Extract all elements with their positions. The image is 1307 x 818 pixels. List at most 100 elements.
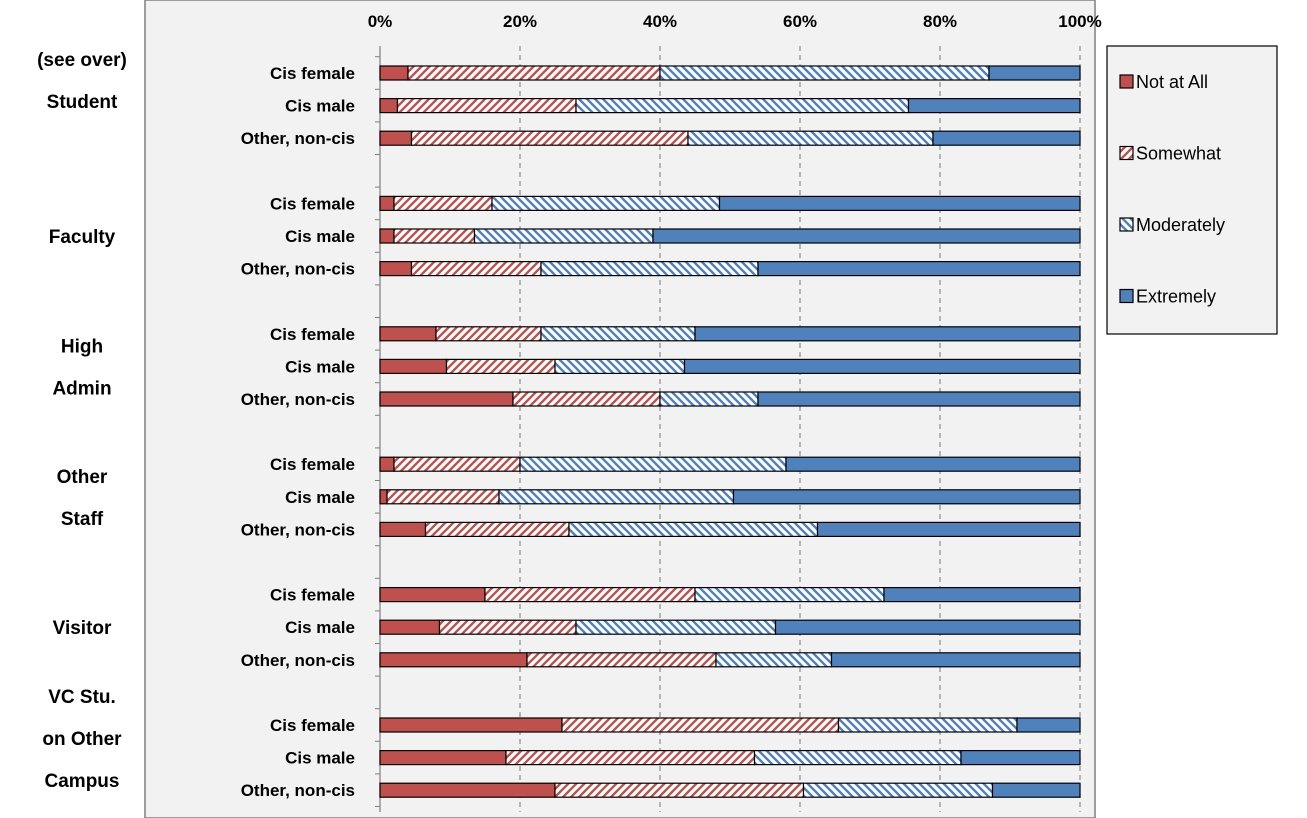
bar-segment-somewhat <box>505 749 756 766</box>
group-label: High Admin <box>52 336 111 399</box>
bar-segment-extremely <box>652 228 1081 244</box>
bar-segment-not-at-all <box>379 521 427 538</box>
bar-segment-extremely <box>757 261 1081 277</box>
bar-segment-moderately <box>473 228 654 244</box>
bar-segment-extremely <box>991 782 1081 798</box>
bar-segment-not-at-all <box>379 456 395 472</box>
legend-swatch <box>1119 145 1134 161</box>
bar-segment-extremely <box>932 130 1081 146</box>
legend-label: Somewhat <box>1136 144 1221 164</box>
plot-area <box>144 0 1096 818</box>
bar-segment-extremely <box>960 749 1081 766</box>
bar-segment-not-at-all <box>379 749 507 766</box>
bar-segment-extremely <box>830 652 1081 668</box>
bar-segment-not-at-all <box>379 130 413 146</box>
bar-segment-somewhat <box>445 358 556 374</box>
bar-segment-moderately <box>540 326 696 342</box>
bar-segment-moderately <box>659 391 759 407</box>
row-label: Cis female <box>270 716 355 735</box>
bar-segment-not-at-all <box>379 326 437 342</box>
bar-segment-moderately <box>491 195 721 211</box>
bar-segment-extremely <box>732 489 1081 505</box>
bar-segment-moderately <box>575 97 910 114</box>
bar-segment-moderately <box>554 358 686 374</box>
bar-segment-not-at-all <box>379 586 486 603</box>
bar-segment-not-at-all <box>379 358 448 374</box>
bar-segment-extremely <box>907 97 1081 114</box>
bar-segment-somewhat <box>526 652 717 668</box>
bar-segment-extremely <box>1016 717 1081 733</box>
bar-segment-moderately <box>659 65 990 81</box>
row-label: Cis male <box>285 488 355 507</box>
bar-segment-not-at-all <box>379 717 563 733</box>
row-label: Cis female <box>270 194 355 213</box>
row-label: Cis female <box>270 325 355 344</box>
row-label: Cis female <box>270 586 355 605</box>
bar-segment-somewhat <box>438 619 577 635</box>
bar-segment-moderately <box>540 261 759 277</box>
bar-segment-not-at-all <box>379 782 556 798</box>
bar-segment-not-at-all <box>379 97 399 114</box>
bar-segment-not-at-all <box>379 228 395 244</box>
group-label: Other Staff <box>57 467 108 530</box>
bar-segment-somewhat <box>386 489 500 505</box>
group-label: Visitor <box>53 618 112 639</box>
row-label: Other, non-cis <box>241 651 355 670</box>
bar-segment-somewhat <box>410 130 689 146</box>
row-label: Other, non-cis <box>241 260 355 279</box>
bar-segment-extremely <box>694 326 1081 342</box>
row-label: Cis male <box>285 749 355 768</box>
bar-segment-moderately <box>694 586 885 603</box>
x-tick-label: 80% <box>923 12 957 31</box>
row-label: Cis male <box>285 618 355 637</box>
row-label: Cis male <box>285 227 355 246</box>
x-tick-label: 40% <box>643 12 677 31</box>
bar-segment-somewhat <box>393 195 493 211</box>
group-label: VC Stu. on Other Campus <box>42 687 122 792</box>
bar-segment-extremely <box>883 586 1081 603</box>
bar-segment-somewhat <box>407 65 661 81</box>
bar-segment-extremely <box>774 619 1081 635</box>
x-tick-label: 0% <box>368 12 393 31</box>
bar-segment-not-at-all <box>379 489 388 505</box>
bar-segment-somewhat <box>393 456 521 472</box>
bar-segment-not-at-all <box>379 261 413 277</box>
x-tick-label: 20% <box>503 12 537 31</box>
legend-label: Extremely <box>1136 287 1216 307</box>
bar-segment-somewhat <box>396 97 577 114</box>
bar-segment-extremely <box>816 521 1081 538</box>
bar-segment-moderately <box>753 749 962 766</box>
group-label: Faculty <box>49 227 116 248</box>
row-label: Cis male <box>285 357 355 376</box>
legend-box <box>1106 45 1278 335</box>
bar-segment-somewhat <box>561 717 840 733</box>
bar-segment-moderately <box>519 456 787 472</box>
bar-segment-not-at-all <box>379 65 409 81</box>
bar-segment-moderately <box>575 619 777 635</box>
bar-segment-moderately <box>837 717 1018 733</box>
legend-label: Moderately <box>1136 215 1225 235</box>
bar-segment-not-at-all <box>379 619 441 635</box>
row-label: Cis female <box>270 455 355 474</box>
bar-segment-somewhat <box>393 228 476 244</box>
legend: Not at All Somewhat Moderately Extremely <box>1106 45 1278 335</box>
bar-segment-extremely <box>683 358 1081 374</box>
group-label: (see over) Student <box>37 50 127 113</box>
bar-segment-not-at-all <box>379 391 514 407</box>
legend-label: Not at All <box>1136 72 1208 92</box>
row-label: Other, non-cis <box>241 390 355 409</box>
bar-segment-moderately <box>687 130 934 146</box>
legend-swatch <box>1119 217 1134 232</box>
bar-segment-extremely <box>757 391 1081 407</box>
row-label: Cis female <box>270 64 355 83</box>
row-label: Other, non-cis <box>241 129 355 148</box>
bar-segment-somewhat <box>484 586 696 603</box>
bar-segment-extremely <box>718 195 1081 211</box>
x-tick-label: 60% <box>783 12 817 31</box>
bar-segment-somewhat <box>435 326 542 342</box>
bar-segment-somewhat <box>512 391 661 407</box>
legend-swatch <box>1119 74 1134 89</box>
row-label: Cis male <box>285 97 355 116</box>
legend-swatch <box>1119 288 1134 304</box>
